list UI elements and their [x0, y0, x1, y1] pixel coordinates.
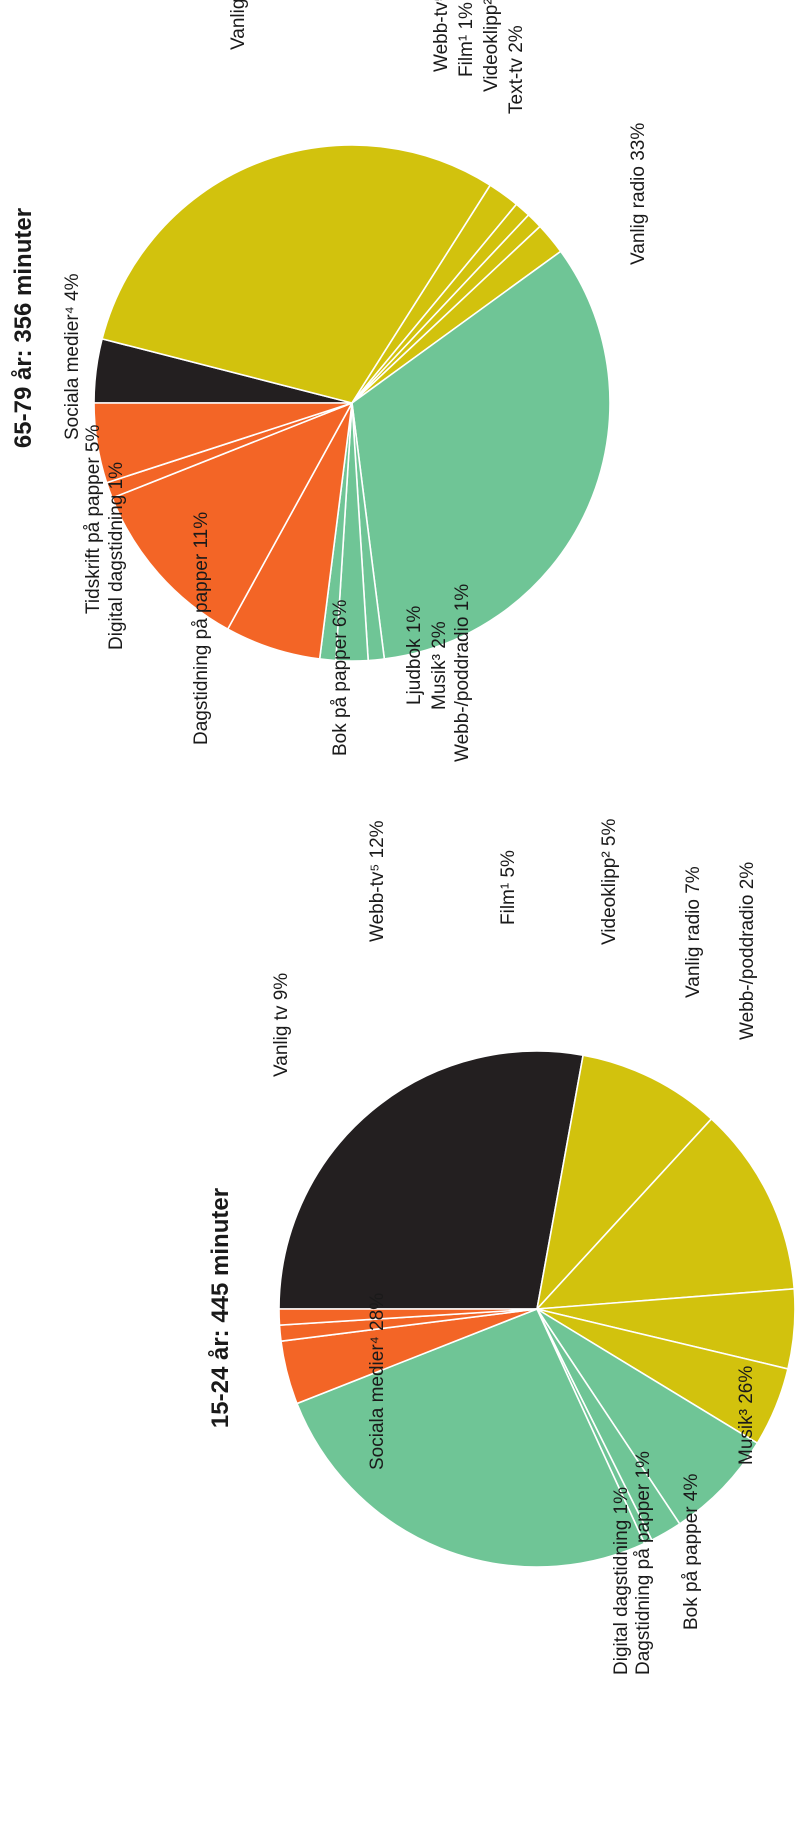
slice-label-young-film: Film¹ 5%	[498, 850, 519, 925]
slice-label-old-musik: Musik³ 2%	[429, 621, 450, 710]
pie-slices-65-79	[93, 144, 611, 662]
slice-label-old-digital-dagstidning: Digital dagstidning 1%	[106, 462, 127, 650]
slice-label-old-text-tv: Text-tv 2%	[506, 25, 527, 114]
slice-label-old-videoklipp: Videoklipp² 1%	[481, 0, 502, 92]
slice-label-young-musik: Musik³ 26%	[736, 1366, 757, 1465]
slice-label-old-webb-poddradio: Webb-/poddradio 1%	[452, 584, 473, 762]
pie-labels-65-79: Sociala medier⁴ 4% Vanlig tv 30% Webb-tv⁵ …	[62, 0, 649, 762]
slice-label-young-vanlig-tv: Vanlig tv 9%	[271, 973, 292, 1077]
slice-label-old-film: Film¹ 1%	[456, 2, 477, 77]
pie-slice-old-dagstidning-pa-papper	[111, 401, 354, 631]
slice-label-young-webb-poddradio: Webb-/poddradio 2%	[737, 862, 758, 1040]
pie-slice-young-vanlig-tv	[535, 1054, 713, 1312]
slice-label-old-tidskrift-pa-papper: Tidskrift på papper 5%	[83, 425, 104, 614]
slice-label-old-vanlig-radio: Vanlig radio 33%	[628, 123, 649, 265]
slice-label-young-digital-dagstidning: Digital dagstidning 1%	[611, 1487, 632, 1675]
pie-slice-old-vanlig-radio	[351, 250, 611, 660]
pie-slice-old-vanlig-tv	[101, 144, 492, 404]
slice-label-young-webb-tv: Webb-tv⁵ 12%	[367, 820, 388, 942]
pie-slice-old-tidskrift-pa-papper	[93, 402, 353, 484]
slice-label-old-dagstidning-pa-papper: Dagstidning på papper 11%	[191, 512, 212, 745]
pie-slice-young-sociala-medier	[278, 1050, 585, 1310]
slice-label-old-bok-pa-papper: Bok på papper 6%	[330, 600, 351, 756]
slice-label-old-vanlig-tv: Vanlig tv 30%	[228, 0, 249, 50]
slice-label-old-ljudbok: Ljudbok 1%	[404, 606, 425, 705]
pie-labels-15-24: Sociala medier⁴ 28% Vanlig tv 9% Webb-tv⁵ …	[271, 818, 758, 1675]
slice-label-young-videoklipp: Videoklipp² 5%	[599, 818, 620, 945]
pie-slice-young-vanlig-radio	[536, 1308, 759, 1526]
pie-slice-young-musik	[295, 1307, 646, 1568]
pie-slices-15-24	[278, 1050, 796, 1568]
slice-label-young-dagstidning-pa-papper: Dagstidning på papper 1%	[633, 1451, 654, 1675]
chart-title-15-24: 15-24 år: 445 minuter	[207, 1188, 234, 1428]
slice-label-young-vanlig-radio: Vanlig radio 7%	[683, 866, 704, 998]
slice-label-young-bok-pa-papper: Bok på papper 4%	[681, 1474, 702, 1630]
pie-slice-young-webb-tv	[535, 1117, 796, 1310]
slice-label-old-sociala-medier: Sociala medier⁴ 4%	[62, 273, 83, 440]
slice-label-young-sociala-medier: Sociala medier⁴ 28%	[367, 1293, 388, 1470]
pie-chart-65-79: 65-79 år: 356 minuter Sociala medier⁴ 4%…	[10, 0, 649, 762]
pie-chart-15-24: 15-24 år: 445 minuter Sociala medier⁴ 28…	[207, 818, 796, 1675]
pie-slice-young-digital-dagstidning	[278, 1308, 538, 1326]
slice-label-old-webb-tv: Webb-tv⁵ 2%	[431, 0, 452, 72]
chart-title-65-79: 65-79 år: 356 minuter	[10, 208, 37, 448]
